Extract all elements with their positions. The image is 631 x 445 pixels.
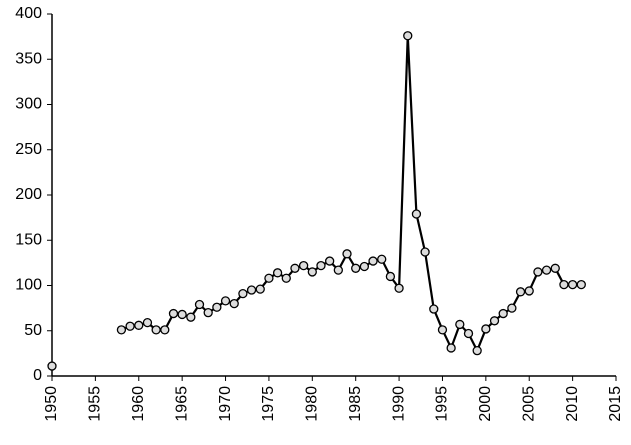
marker bbox=[281, 273, 291, 283]
marker bbox=[333, 265, 343, 275]
x-tick-label: 1970 bbox=[217, 386, 234, 422]
marker bbox=[420, 247, 430, 257]
marker bbox=[194, 299, 205, 310]
marker bbox=[325, 256, 335, 266]
marker bbox=[264, 273, 274, 283]
marker bbox=[377, 254, 387, 264]
marker bbox=[229, 298, 239, 309]
marker bbox=[550, 263, 560, 273]
x-tick-label: 2005 bbox=[520, 386, 537, 422]
marker bbox=[576, 279, 586, 290]
marker bbox=[489, 316, 500, 326]
y-tick-label: 200 bbox=[15, 186, 42, 203]
marker bbox=[142, 317, 153, 328]
line bbox=[120, 35, 582, 354]
marker bbox=[472, 346, 482, 356]
x-tick-label: 2010 bbox=[564, 386, 581, 422]
marker bbox=[272, 268, 283, 278]
x-tick-label: 1995 bbox=[434, 386, 451, 422]
y-tick-label: 400 bbox=[15, 5, 42, 22]
y-tick-label: 350 bbox=[15, 50, 42, 67]
y-tick-label: 50 bbox=[24, 322, 42, 339]
marker bbox=[238, 288, 248, 299]
marker bbox=[403, 31, 413, 41]
marker bbox=[515, 287, 526, 297]
marker bbox=[559, 279, 569, 290]
marker bbox=[298, 260, 309, 271]
x-tick-label: 2015 bbox=[607, 386, 624, 422]
marker bbox=[429, 304, 439, 314]
marker bbox=[116, 325, 127, 335]
marker bbox=[203, 307, 213, 318]
x-tick-label: 1990 bbox=[390, 386, 407, 422]
x-tick-label: 1950 bbox=[43, 386, 60, 422]
marker bbox=[212, 302, 222, 312]
marker bbox=[125, 321, 135, 331]
marker bbox=[481, 324, 491, 334]
y-tick-label: 0 bbox=[33, 367, 42, 384]
marker bbox=[177, 309, 187, 320]
y-tick-label: 150 bbox=[15, 231, 42, 248]
marker bbox=[507, 303, 517, 313]
marker bbox=[151, 325, 161, 335]
marker bbox=[446, 343, 456, 353]
x-tick-label: 1965 bbox=[173, 386, 190, 422]
marker bbox=[359, 261, 370, 272]
marker bbox=[394, 283, 404, 293]
marker bbox=[186, 312, 196, 322]
marker bbox=[437, 325, 448, 335]
y-tick-label: 100 bbox=[15, 277, 42, 294]
y-tick-label: 250 bbox=[15, 141, 42, 158]
marker bbox=[533, 267, 543, 277]
marker bbox=[455, 319, 465, 330]
marker bbox=[220, 296, 231, 306]
marker bbox=[246, 285, 257, 295]
marker bbox=[385, 271, 396, 282]
marker bbox=[411, 209, 422, 219]
marker bbox=[160, 325, 170, 335]
x-tick-label: 1980 bbox=[304, 386, 321, 422]
marker bbox=[567, 279, 578, 290]
x-tick-label: 1985 bbox=[347, 386, 364, 422]
marker bbox=[168, 308, 179, 319]
marker bbox=[541, 265, 552, 275]
marker bbox=[134, 320, 144, 330]
marker bbox=[524, 286, 534, 296]
x-tick-label: 1955 bbox=[87, 386, 104, 422]
marker bbox=[307, 267, 317, 277]
x-tick-label: 1960 bbox=[130, 386, 147, 422]
marker bbox=[351, 263, 361, 273]
marker bbox=[316, 260, 326, 271]
x-tick-label: 1975 bbox=[260, 386, 277, 422]
marker bbox=[463, 328, 474, 339]
y-tick-label: 300 bbox=[15, 96, 42, 113]
x-tick-label: 2000 bbox=[477, 386, 494, 422]
marker bbox=[342, 249, 352, 259]
marker bbox=[498, 308, 508, 319]
marker bbox=[255, 284, 265, 294]
marker bbox=[47, 361, 57, 371]
marker bbox=[290, 263, 300, 273]
marker bbox=[368, 256, 378, 266]
